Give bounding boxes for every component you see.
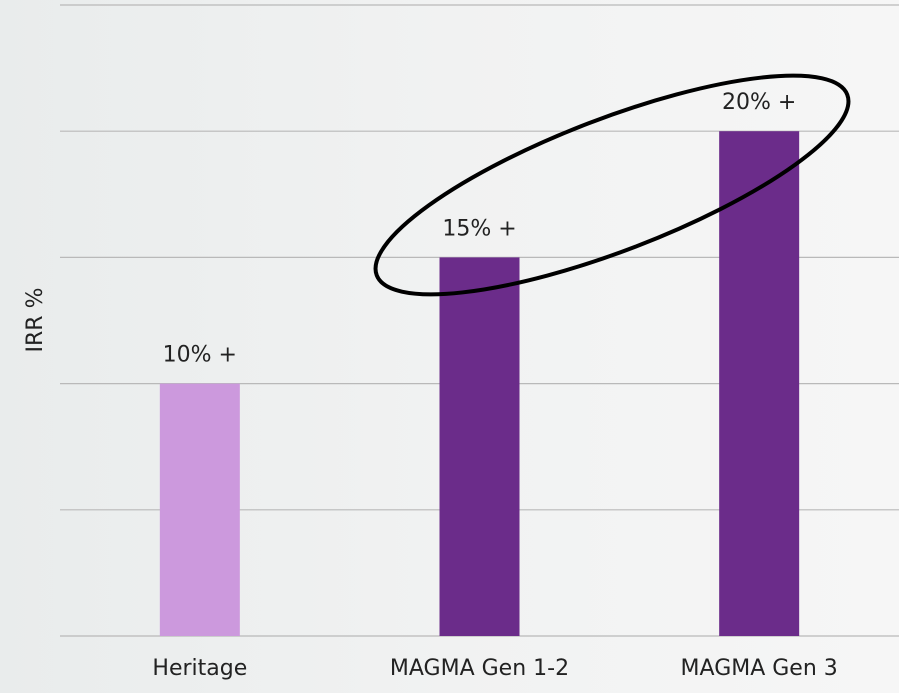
bar	[719, 131, 799, 636]
y-axis-label: IRR %	[23, 288, 48, 353]
x-tick-label: MAGMA Gen 1-2	[390, 656, 569, 681]
value-label: 10% +	[163, 343, 237, 368]
bar	[160, 384, 240, 636]
x-tick-label: MAGMA Gen 3	[681, 656, 838, 681]
bar	[440, 257, 520, 636]
x-tick-label: Heritage	[152, 656, 247, 681]
chart: IRR % Heritage 10% + MAGMA Gen 1-2 15% + MAG…	[0, 0, 899, 693]
value-label: 15% +	[442, 216, 516, 241]
value-label: 20% +	[722, 90, 796, 115]
